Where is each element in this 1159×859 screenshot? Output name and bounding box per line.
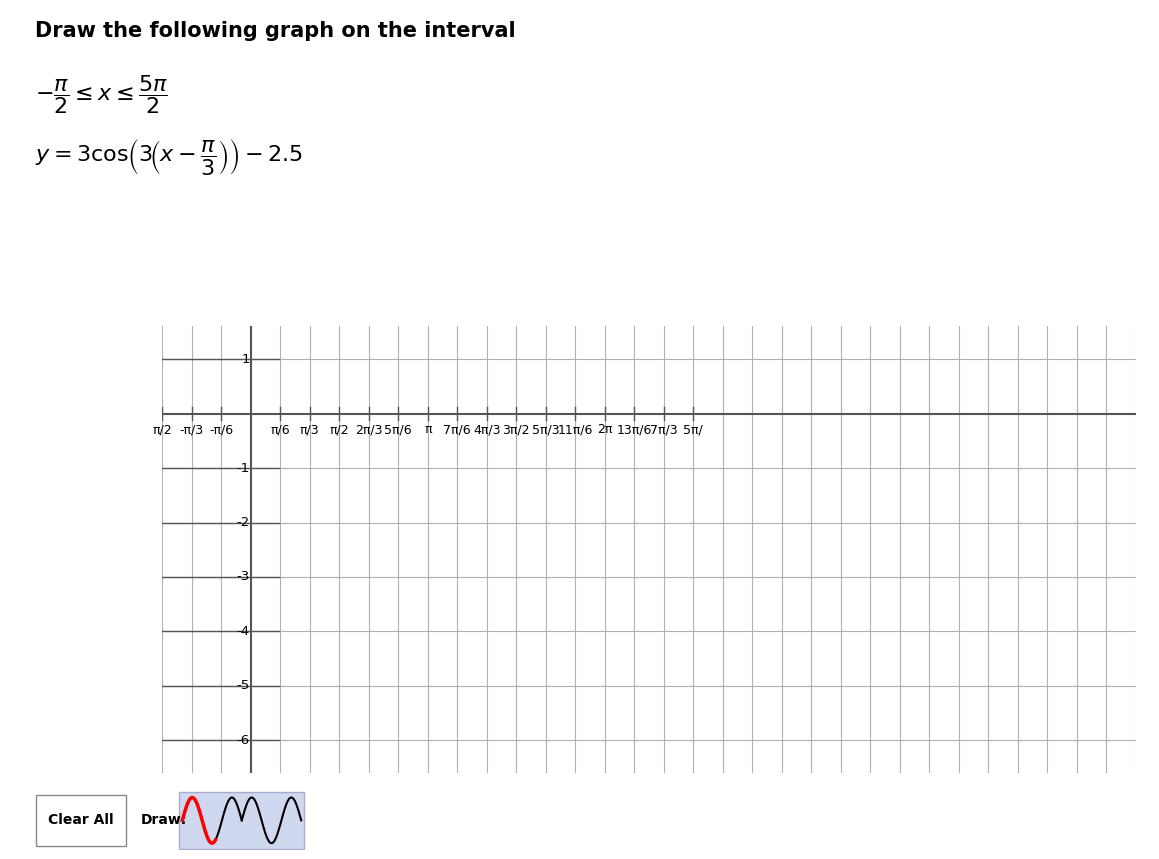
Text: π/6: π/6 [270,423,290,436]
Text: 1: 1 [241,352,249,366]
Text: 11π/6: 11π/6 [557,423,593,436]
Text: 3π/2: 3π/2 [503,423,530,436]
Text: -4: -4 [236,625,249,638]
Text: 7π/6: 7π/6 [444,423,471,436]
Text: -π/6: -π/6 [210,423,233,436]
Text: 5π/: 5π/ [684,423,704,436]
Text: 2π/3: 2π/3 [355,423,382,436]
Text: Draw:: Draw: [140,813,187,827]
FancyBboxPatch shape [180,792,305,849]
Text: 2π: 2π [597,423,612,436]
Text: π: π [424,423,431,436]
Text: 5π/6: 5π/6 [385,423,413,436]
Text: π/2: π/2 [329,423,349,436]
Text: 4π/3: 4π/3 [473,423,501,436]
Text: 5π/3: 5π/3 [532,423,560,436]
Text: π/3: π/3 [300,423,320,436]
Text: Draw the following graph on the interval: Draw the following graph on the interval [35,21,516,41]
Text: 13π/6: 13π/6 [617,423,653,436]
Text: -3: -3 [236,570,249,583]
Text: $y = 3\cos\!\left(3\!\left(x - \dfrac{\pi}{3}\right)\right) - 2.5$: $y = 3\cos\!\left(3\!\left(x - \dfrac{\p… [35,137,302,178]
Text: -1: -1 [236,461,249,474]
Text: π/2: π/2 [153,423,172,436]
Text: $-\dfrac{\pi}{2} \leq x \leq \dfrac{5\pi}{2}$: $-\dfrac{\pi}{2} \leq x \leq \dfrac{5\pi… [35,73,168,116]
Text: -6: -6 [236,734,249,747]
Text: -π/3: -π/3 [180,423,204,436]
FancyBboxPatch shape [36,795,126,845]
Text: -5: -5 [236,679,249,692]
Text: Clear All: Clear All [49,813,114,827]
Text: 7π/3: 7π/3 [650,423,678,436]
Text: -2: -2 [236,516,249,529]
